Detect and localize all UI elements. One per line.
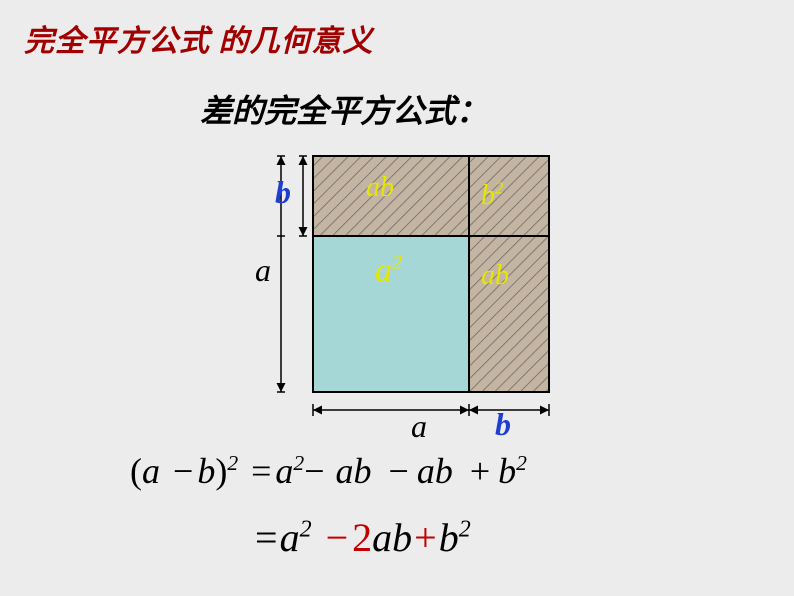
formula-line-1: (a −b)2 =a2− ab −ab +b2 [130,450,527,492]
label-ab-top: ab [366,172,394,204]
geometric-diagram: a b a b a2 ab ab b2 [263,152,573,442]
label-b-bottom: b [495,406,511,443]
label-ab-right: ab [481,260,509,292]
sub-title: 差的完全平方公式： [200,86,488,132]
label-a-bottom: a [411,408,427,445]
label-a-left: a [255,252,271,289]
label-b-squared: b2 [481,180,503,212]
main-title: 完全平方公式 的几何意义 [24,16,374,60]
diagram-svg [263,152,583,452]
label-a-squared: a2 [375,252,402,290]
label-b-left: b [275,174,291,211]
formula-line-2: =a2 −2ab+b2 [255,514,471,561]
